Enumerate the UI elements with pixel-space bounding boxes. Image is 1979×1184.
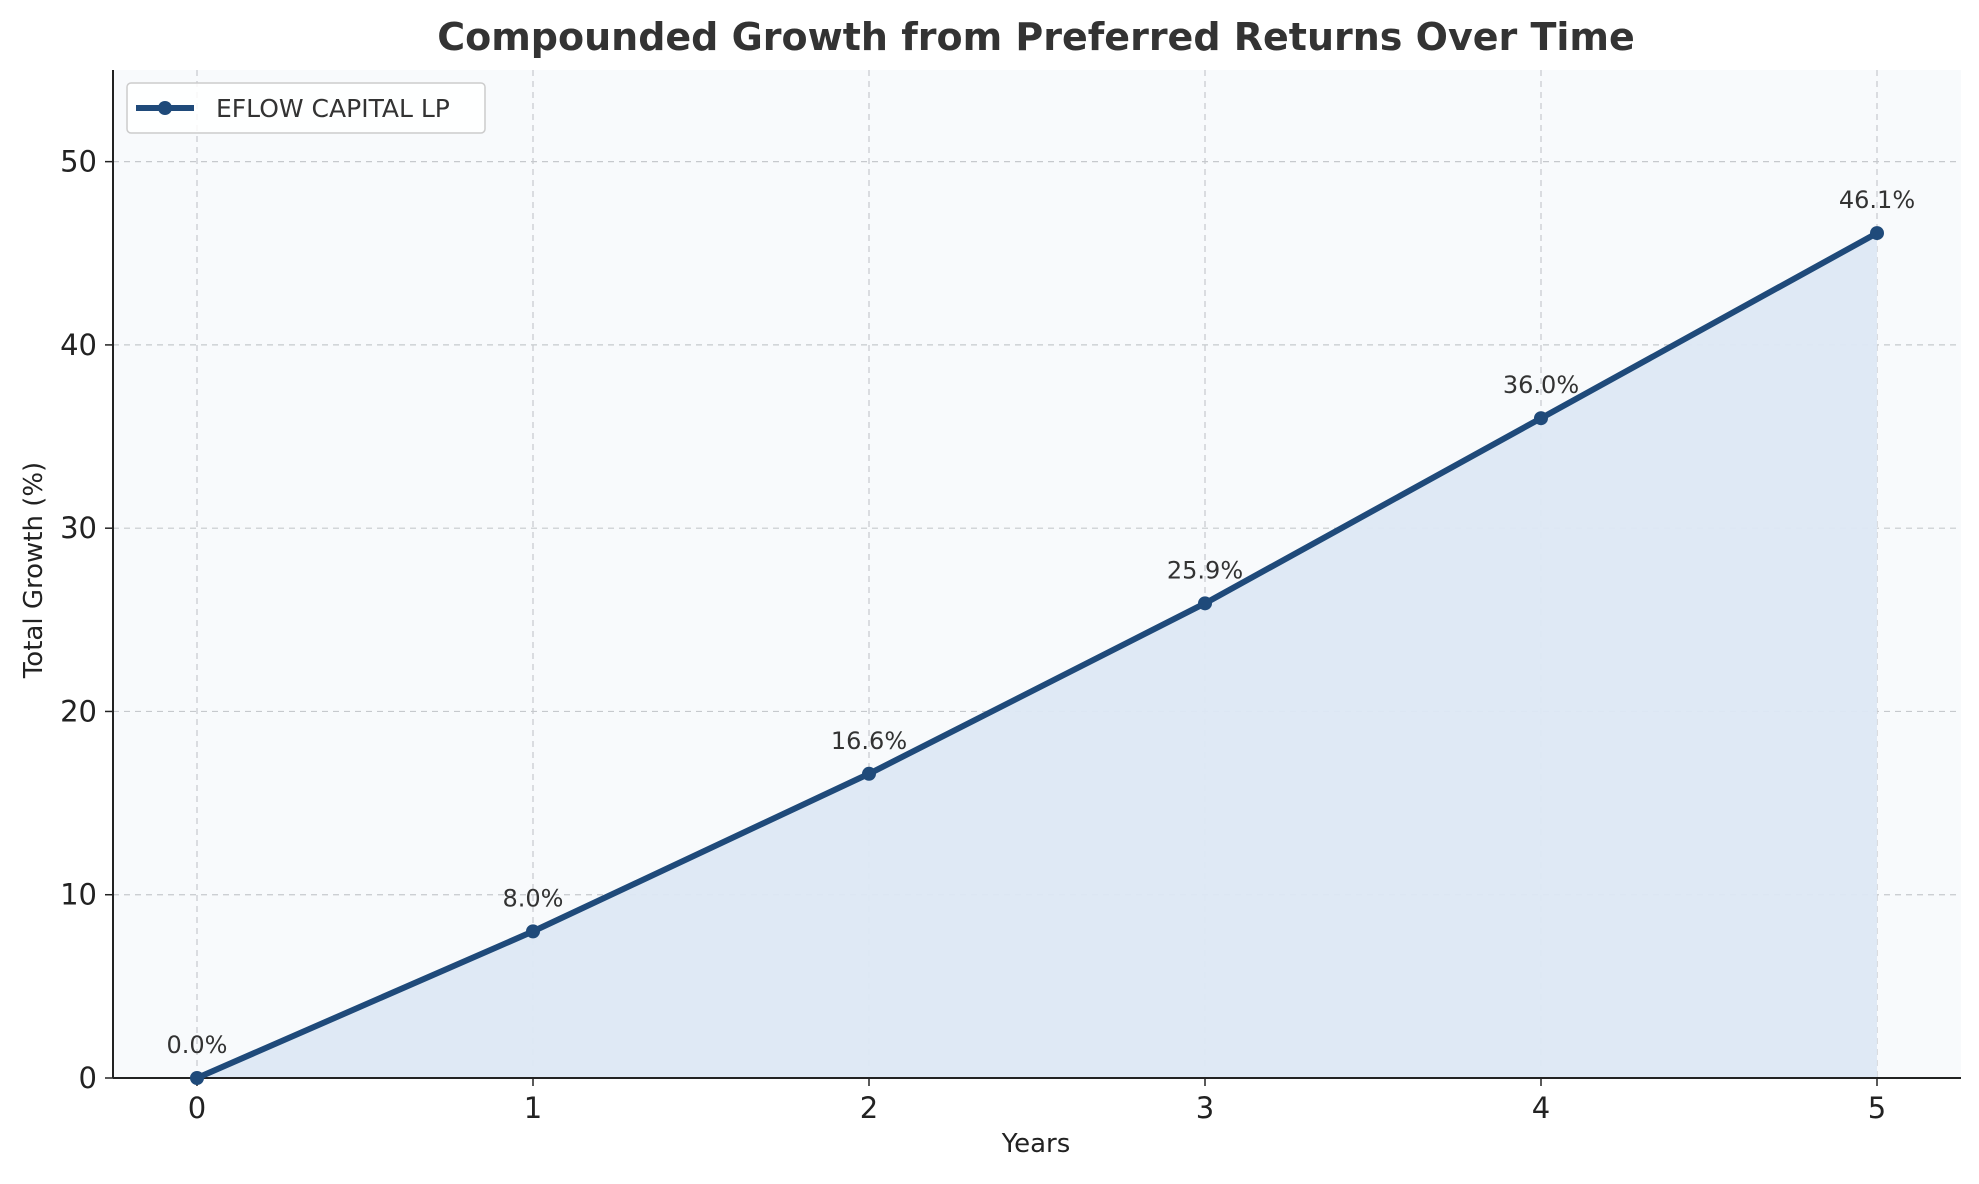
data-point-marker [190,1071,204,1085]
y-tick-label: 50 [60,145,97,179]
legend: EFLOW CAPITAL LP [126,82,486,134]
legend-label: EFLOW CAPITAL LP [216,94,450,123]
data-point-marker [862,766,876,781]
y-tick-label: 30 [60,511,97,545]
y-axis-ticks: 0 10 20 30 40 50 [60,145,113,1095]
y-axis-label: Total Growth (%) [19,462,49,679]
data-label: 25.9% [1167,556,1243,584]
legend-box [126,82,486,134]
x-tick-label: 5 [1868,1091,1886,1125]
data-label: 16.6% [831,727,907,755]
chart-title: Compounded Growth from Preferred Returns… [437,15,1635,59]
axes [112,70,1961,1079]
data-point-marker [526,924,540,939]
x-tick-label: 2 [860,1091,878,1125]
x-tick-label: 1 [524,1091,542,1125]
x-axis-ticks: 0 1 2 3 4 5 [188,1078,1886,1125]
x-tick-label: 4 [1532,1091,1550,1125]
data-label: 8.0% [503,884,564,912]
data-labels: 0.0% 8.0% 16.6% 25.9% 36.0% 46.1% [167,186,1916,1059]
y-tick-label: 20 [60,694,97,728]
data-label: 46.1% [1839,186,1915,214]
data-point-marker [1198,596,1212,611]
x-tick-label: 0 [188,1091,206,1125]
data-label: 0.0% [167,1031,228,1059]
data-point-marker [1870,226,1884,241]
data-point-marker [1534,411,1548,426]
x-tick-label: 3 [1196,1091,1214,1125]
series-area-fill [197,233,1877,1078]
x-axis-label: Years [1001,1129,1071,1159]
series-markers [190,226,1884,1085]
series-line [194,230,1880,1081]
legend-marker-swatch [158,101,172,115]
y-tick-label: 0 [79,1061,97,1095]
data-label: 36.0% [1503,371,1579,399]
y-tick-label: 10 [60,878,97,912]
y-tick-label: 40 [60,328,97,362]
